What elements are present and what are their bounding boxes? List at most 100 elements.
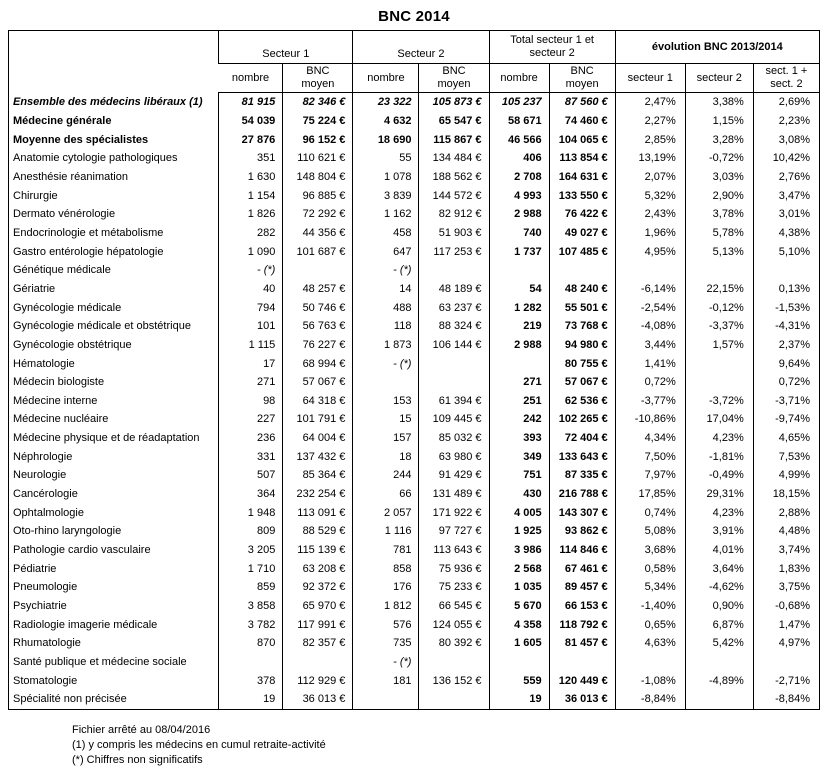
cell-secteur2-nombre: 18 690 xyxy=(352,130,419,149)
cell-secteur2-bnc-moyen xyxy=(418,652,490,672)
cell-evolution-secteur1: 5,08% xyxy=(614,522,686,541)
header-total-bnc-moyen: BNC moyen xyxy=(548,63,616,93)
cell-total-nombre: 242 xyxy=(488,410,550,429)
cell-secteur2-nombre: 176 xyxy=(352,578,419,597)
cell-total-nombre xyxy=(488,354,550,373)
cell-secteur2-nombre: 4 632 xyxy=(352,111,419,131)
cell-secteur1-bnc-moyen: 117 991 € xyxy=(282,615,353,635)
cell-evolution-sect1-plus-sect2: 4,97% xyxy=(752,634,820,653)
table-row: Endocrinologie et métabolisme 282 44 356… xyxy=(9,223,820,243)
cell-secteur2-bnc-moyen: 124 055 € xyxy=(418,615,490,635)
cell-evolution-secteur1: 2,07% xyxy=(614,167,686,187)
footnote-1: (1) y compris les médecins en cumul retr… xyxy=(72,738,326,751)
cell-secteur2-bnc-moyen xyxy=(418,260,490,280)
cell-evolution-sect1-plus-sect2: 2,23% xyxy=(752,111,820,131)
cell-secteur1-bnc-moyen: 101 687 € xyxy=(282,242,353,261)
cell-evolution-sect1-plus-sect2 xyxy=(752,260,820,280)
cell-total-nombre: 219 xyxy=(488,316,550,336)
cell-specialty: Pneumologie xyxy=(13,581,78,594)
cell-secteur1-nombre: 809 xyxy=(218,522,283,541)
cell-evolution-secteur2: 17,04% xyxy=(684,410,754,429)
cell-secteur1-bnc-moyen: 115 139 € xyxy=(282,540,353,560)
cell-total-bnc-moyen: 133 643 € xyxy=(548,447,616,467)
cell-specialty: Spécialité non précisée xyxy=(13,693,127,706)
cell-total-bnc-moyen: 87 335 € xyxy=(548,466,616,485)
cell-secteur1-nombre: 1 948 xyxy=(218,503,283,523)
table-row: Médecine générale 54 039 75 224 € 4 632 … xyxy=(9,111,820,131)
cell-secteur1-nombre: 870 xyxy=(218,634,283,653)
cell-total-nombre: 1 282 xyxy=(488,298,550,317)
table-row: Médecin biologiste 271 57 067 € 271 57 0… xyxy=(9,372,820,392)
cell-evolution-secteur1 xyxy=(614,260,686,280)
cell-evolution-sect1-plus-sect2: 4,65% xyxy=(752,428,820,448)
cell-specialty: Cancérologie xyxy=(13,488,78,501)
cell-total-nombre: 1 605 xyxy=(488,634,550,653)
cell-secteur2-bnc-moyen: 113 643 € xyxy=(418,540,490,560)
cell-specialty: Santé publique et médecine sociale xyxy=(13,656,187,669)
table-row: Néphrologie 331 137 432 € 18 63 980 € 34… xyxy=(9,447,820,467)
cell-secteur1-bnc-moyen: 75 224 € xyxy=(282,111,353,131)
table-row: Gynécologie médicale et obstétrique 101 … xyxy=(9,316,820,336)
cell-evolution-secteur2: 4,01% xyxy=(684,540,754,560)
cell-secteur2-bnc-moyen: 61 394 € xyxy=(418,391,490,411)
cell-secteur1-bnc-moyen: 50 746 € xyxy=(282,298,353,317)
cell-secteur1-bnc-moyen: 48 257 € xyxy=(282,279,353,299)
cell-secteur2-bnc-moyen: 65 547 € xyxy=(418,111,490,131)
header-evol-secteur2: secteur 2 xyxy=(684,63,754,93)
cell-secteur1-bnc-moyen: 36 013 € xyxy=(282,690,353,710)
cell-secteur1-nombre: 101 xyxy=(218,316,283,336)
cell-evolution-secteur2: -0,72% xyxy=(684,148,754,168)
cell-total-bnc-moyen: 36 013 € xyxy=(548,690,616,710)
cell-total-nombre: 740 xyxy=(488,223,550,243)
cell-evolution-secteur1 xyxy=(614,652,686,672)
cell-secteur1-bnc-moyen: 64 318 € xyxy=(282,391,353,411)
cell-total-bnc-moyen: 164 631 € xyxy=(548,167,616,187)
cell-secteur1-nombre: 271 xyxy=(218,372,283,392)
cell-total-bnc-moyen: 102 265 € xyxy=(548,410,616,429)
cell-secteur2-nombre: 1 873 xyxy=(352,335,419,355)
cell-total-bnc-moyen: 73 768 € xyxy=(548,316,616,336)
table-row: Gynécologie obstétrique 1 115 76 227 € 1… xyxy=(9,335,820,355)
cell-total-bnc-moyen: 81 457 € xyxy=(548,634,616,653)
cell-secteur2-nombre: 181 xyxy=(352,671,419,690)
cell-secteur2-nombre: 14 xyxy=(352,279,419,299)
table-row: Cancérologie 364 232 254 € 66 131 489 € … xyxy=(9,484,820,504)
table-row: Psychiatrie 3 858 65 970 € 1 812 66 545 … xyxy=(9,596,820,616)
cell-secteur1-nombre: 81 915 xyxy=(218,92,283,112)
cell-secteur1-nombre: 282 xyxy=(218,223,283,243)
cell-total-bnc-moyen: 57 067 € xyxy=(548,372,616,392)
cell-evolution-sect1-plus-sect2: -3,71% xyxy=(752,391,820,411)
table-row: Gynécologie médicale 794 50 746 € 488 63… xyxy=(9,298,820,317)
cell-total-nombre: 2 988 xyxy=(488,204,550,224)
table-row: Génétique médicale - (*) - (*) xyxy=(9,260,820,280)
cell-secteur1-nombre: 98 xyxy=(218,391,283,411)
cell-secteur1-bnc-moyen: 92 372 € xyxy=(282,578,353,597)
cell-evolution-sect1-plus-sect2: 18,15% xyxy=(752,484,820,504)
cell-evolution-sect1-plus-sect2: 9,64% xyxy=(752,354,820,373)
cell-secteur1-nombre: 351 xyxy=(218,148,283,168)
cell-secteur1-nombre: - (*) xyxy=(218,260,283,280)
cell-evolution-secteur1: -1,40% xyxy=(614,596,686,616)
cell-evolution-sect1-plus-sect2: -8,84% xyxy=(752,690,820,710)
cell-evolution-sect1-plus-sect2: 7,53% xyxy=(752,447,820,467)
cell-specialty: Ensemble des médecins libéraux (1) xyxy=(13,96,203,109)
cell-secteur1-nombre: 3 858 xyxy=(218,596,283,616)
cell-secteur2-nombre xyxy=(352,690,419,710)
cell-total-bnc-moyen: 80 755 € xyxy=(548,354,616,373)
cell-evolution-secteur2: -0,12% xyxy=(684,298,754,317)
cell-total-bnc-moyen: 94 980 € xyxy=(548,335,616,355)
cell-secteur1-bnc-moyen: 96 152 € xyxy=(282,130,353,149)
cell-secteur1-bnc-moyen: 56 763 € xyxy=(282,316,353,336)
cell-total-nombre: 105 237 xyxy=(488,92,550,112)
cell-specialty: Rhumatologie xyxy=(13,637,81,650)
footnotes: Fichier arrêté au 08/04/2016 (1) y compr… xyxy=(72,723,825,768)
cell-secteur1-nombre: 507 xyxy=(218,466,283,485)
cell-secteur1-nombre: 1 630 xyxy=(218,167,283,187)
cell-total-bnc-moyen: 143 307 € xyxy=(548,503,616,523)
cell-secteur1-bnc-moyen: 63 208 € xyxy=(282,559,353,579)
cell-secteur2-bnc-moyen: 136 152 € xyxy=(418,671,490,690)
cell-evolution-sect1-plus-sect2: 2,76% xyxy=(752,167,820,187)
cell-secteur2-nombre: 781 xyxy=(352,540,419,560)
table-body: Ensemble des médecins libéraux (1) 81 91… xyxy=(9,92,820,710)
cell-specialty: Génétique médicale xyxy=(13,264,111,277)
